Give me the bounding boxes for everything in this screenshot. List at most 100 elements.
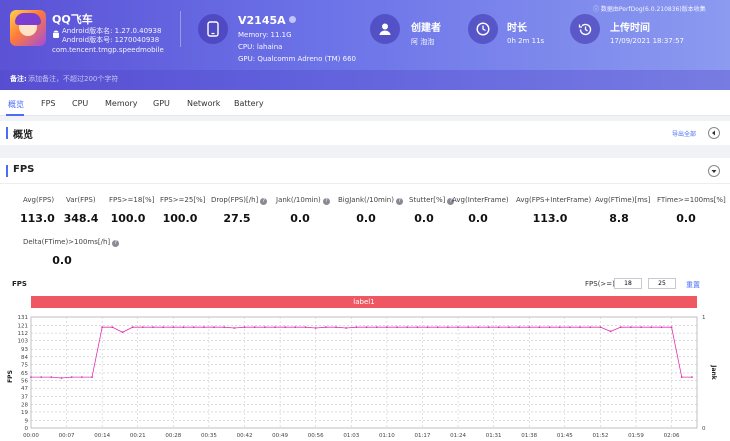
fps-data-point xyxy=(30,376,32,379)
fps-data-point xyxy=(40,376,43,379)
fps-data-point xyxy=(162,326,165,329)
metric-label: Avg(FPS+InterFrame) xyxy=(516,196,592,204)
fps-data-point xyxy=(507,326,510,329)
fps-data-point xyxy=(335,326,337,329)
x-tick-label: 00:35 xyxy=(201,433,217,439)
help-icon[interactable]: ? xyxy=(112,240,120,247)
fps-data-point xyxy=(436,326,439,329)
fps-data-point xyxy=(131,326,134,329)
fps-data-point xyxy=(457,326,459,329)
fps-threshold-input-1[interactable] xyxy=(614,278,642,289)
fps-data-point xyxy=(355,326,358,329)
x-tick-label: 01:45 xyxy=(557,433,573,439)
fps-data-point xyxy=(487,326,490,329)
fps-data-point xyxy=(599,326,602,329)
tab-gpu[interactable]: GPU xyxy=(153,99,170,108)
tab-overview[interactable]: 概览 xyxy=(8,100,24,109)
duration-value: 0h 2m 11s xyxy=(507,37,545,45)
remark-bar[interactable] xyxy=(0,70,730,90)
reset-link[interactable]: 重置 xyxy=(686,281,700,289)
x-tick-label: 00:21 xyxy=(130,433,146,439)
fps-data-point xyxy=(284,326,287,329)
metric-label: Jank(/10min)? xyxy=(276,196,330,205)
y-tick-label: 75 xyxy=(21,362,28,368)
fps-threshold-input-2[interactable] xyxy=(648,278,676,289)
x-tick-label: 00:42 xyxy=(237,433,253,439)
duration-title: 时长 xyxy=(507,23,527,34)
metric-value: 348.4 xyxy=(63,212,99,225)
x-tick-label: 01:24 xyxy=(450,433,466,439)
fps-data-point xyxy=(294,326,297,329)
device-gpu: GPU: Qualcomm Adreno (TM) 660 xyxy=(238,55,356,63)
metric-value: 27.5 xyxy=(223,212,251,225)
fps-data-point xyxy=(101,326,104,329)
y-tick-label: 0 xyxy=(25,426,29,432)
fps-data-point xyxy=(365,326,368,329)
metric-value: 0.0 xyxy=(356,212,376,225)
fps-data-point xyxy=(233,327,236,329)
y-tick-label: 112 xyxy=(18,331,29,337)
x-tick-label: 00:28 xyxy=(165,433,181,439)
fps-data-point xyxy=(50,376,53,379)
x-tick-label: 00:00 xyxy=(23,433,39,439)
fps-data-point xyxy=(640,326,642,329)
y-tick-label: 9 xyxy=(25,418,29,424)
export-all-link[interactable]: 导出全部 xyxy=(672,131,697,138)
phone-icon xyxy=(198,14,228,44)
fps-threshold-label: FPS(>=) xyxy=(585,280,615,288)
active-tab-indicator xyxy=(6,114,24,116)
fps-data-point xyxy=(304,326,307,329)
help-icon[interactable]: ? xyxy=(260,198,268,205)
label-band[interactable]: label1 xyxy=(31,296,697,308)
y-tick-label: 47 xyxy=(21,386,28,392)
fps-data-point xyxy=(569,326,571,329)
device-info-icon[interactable] xyxy=(288,16,296,23)
overview-section xyxy=(0,121,730,145)
fps-data-point xyxy=(324,326,327,329)
android-version-code: Android版本号: 1270040938 xyxy=(62,36,160,44)
creator-title: 创建者 xyxy=(411,23,441,34)
metric-label: BigJank(/10min)? xyxy=(338,196,403,205)
fps-data-point xyxy=(80,376,83,379)
tab-network[interactable]: Network xyxy=(187,99,221,108)
user-icon xyxy=(370,14,400,44)
android-icon xyxy=(53,30,59,38)
fps-data-point xyxy=(202,326,205,329)
fps-data-point xyxy=(314,327,317,329)
package-name: com.tencent.tmgp.speedmobile xyxy=(52,46,164,54)
fps-data-point xyxy=(619,326,622,329)
y-tick-label: 93 xyxy=(21,347,28,353)
remark-input[interactable]: 添加备注，不超过200个字符 xyxy=(28,75,119,83)
tab-memory[interactable]: Memory xyxy=(105,99,138,108)
collapse-left-icon[interactable] xyxy=(708,127,720,139)
metric-value: 113.0 xyxy=(20,212,55,225)
help-icon[interactable]: ? xyxy=(447,198,455,205)
clock-icon xyxy=(468,14,498,44)
fps-data-point xyxy=(558,326,561,329)
collapse-down-icon[interactable] xyxy=(708,165,720,177)
tab-cpu[interactable]: CPU xyxy=(72,99,89,108)
metric-value: 113.0 xyxy=(532,212,568,225)
metric-value: 0.0 xyxy=(676,212,696,225)
metric-value: 0.0 xyxy=(52,254,72,267)
y-axis-label: FPS xyxy=(7,370,14,383)
metric-value: 100.0 xyxy=(110,212,146,225)
tab-fps[interactable]: FPS xyxy=(41,99,56,108)
metric-label: Delta(FTime)>100ms[/h]? xyxy=(23,238,120,247)
tab-battery[interactable]: Battery xyxy=(234,99,264,108)
metric-label: Var(FPS) xyxy=(66,196,96,204)
fps-data-point xyxy=(396,326,398,329)
help-icon[interactable]: ? xyxy=(395,198,403,205)
fps-data-point xyxy=(477,326,480,329)
section-accent xyxy=(6,165,8,177)
fps-data-point xyxy=(243,326,246,329)
history-icon xyxy=(570,14,600,44)
fps-data-point xyxy=(172,326,175,329)
metric-label: FPS>=25[%] xyxy=(160,196,206,204)
device-memory: Memory: 11.1G xyxy=(238,31,292,39)
fps-data-point xyxy=(670,326,673,329)
fps-data-point xyxy=(406,326,409,329)
fps-data-point xyxy=(609,330,612,333)
help-icon[interactable]: ? xyxy=(322,198,330,205)
